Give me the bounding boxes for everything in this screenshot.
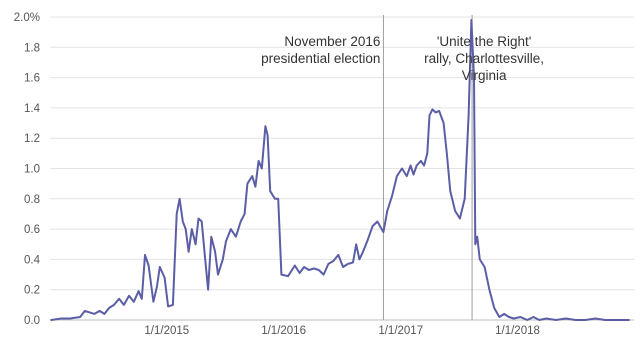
series-layer [50,19,630,321]
y-tick-label: 0.2 [24,285,40,297]
annotation-text: presidential election [261,51,380,66]
annotation-text: 'Unite the Right' [437,34,531,49]
y-tick-label: 2.0% [14,12,40,24]
event-markers [382,15,473,320]
event-annotations: November 2016 presidential election 'Unite… [261,34,544,83]
y-tick-label: 0.6 [24,224,40,236]
y-tick-label: 1.2 [24,133,40,145]
x-tick-label: 1/1/2016 [261,325,306,337]
y-axis: 0.0 0.2 0.4 0.6 0.8 1.0 1.2 1.4 1.6 1.8 2.0% [14,12,41,327]
y-tick-label: 0.0 [24,315,40,327]
y-tick-label: 1.4 [24,103,41,115]
y-tick-label: 1.6 [24,73,40,85]
y-tick-label: 1.8 [24,42,40,54]
x-tick-label: 1/1/2018 [495,325,540,337]
x-tick-label: 1/1/2015 [144,325,189,337]
annotation-text: November 2016 [284,34,380,49]
x-axis: 1/1/2015 1/1/2016 1/1/2017 1/1/2018 [144,325,539,337]
x-tick-label: 1/1/2017 [378,325,423,337]
annotation-text: rally, Charlottesville, [424,51,544,66]
series-line-0 [50,19,630,321]
y-tick-label: 0.8 [24,194,40,206]
annotation-text: Virginia [462,68,507,83]
y-tick-label: 1.0 [24,164,40,176]
y-tick-label: 0.4 [24,254,41,266]
